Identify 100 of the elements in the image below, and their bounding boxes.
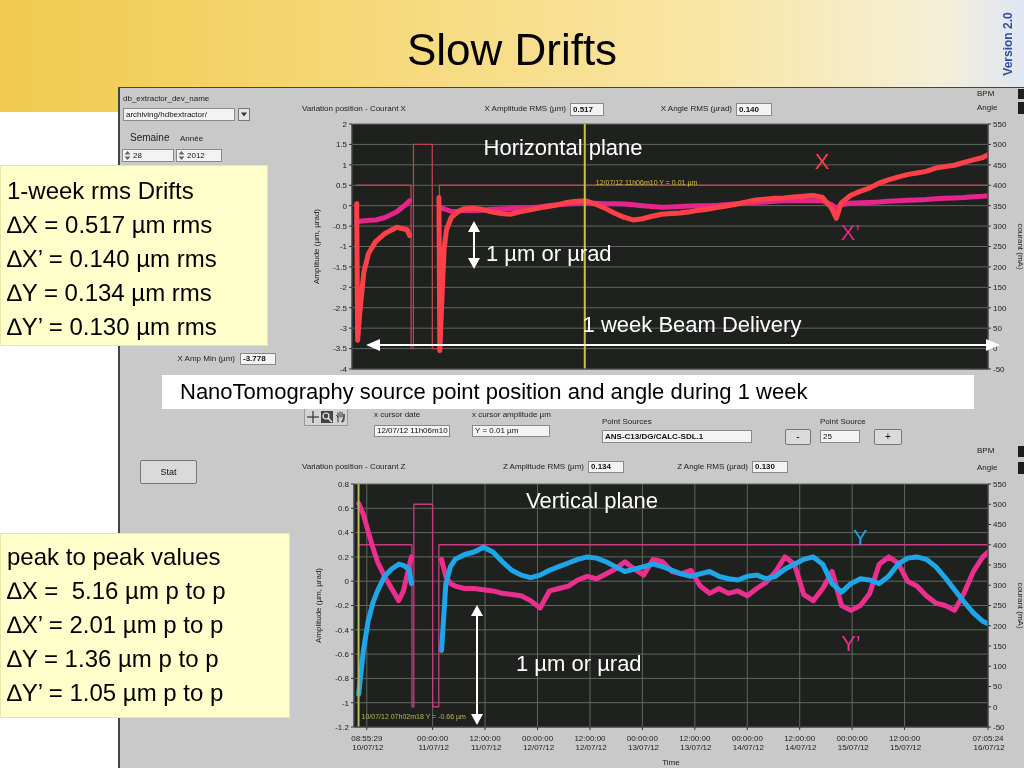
button: Stat — [140, 460, 197, 484]
y-tick-label: -1.2 — [335, 722, 350, 732]
text-field: 0.130 — [752, 461, 788, 473]
text: Année — [180, 134, 204, 143]
button: + — [874, 429, 902, 445]
text: Point Sources — [602, 417, 652, 426]
y-tick-label: 2 — [342, 119, 348, 129]
button: - — [785, 429, 811, 445]
text-field: 12/07/12 11h06m10 — [374, 425, 450, 437]
y2-tick-label: 350 — [993, 201, 1007, 211]
y2-axis-title: courant (mA) — [1016, 582, 1024, 629]
y-tick-label: -4 — [339, 364, 348, 374]
text: ∆X’ = 2.01 µm p to p — [7, 611, 224, 638]
x-tick-label: 00:00:00 12/07/12 — [520, 734, 555, 752]
y-tick-label: -3.5 — [333, 344, 348, 354]
text-box: NanoTomography source point position and angle during 1 week — [162, 375, 974, 409]
text: X Amplitude RMS (µm) — [484, 104, 566, 113]
y-tick-label: -0.2 — [335, 601, 350, 611]
text: db_extractor_dev_name — [123, 94, 210, 103]
series-label: X’ — [840, 220, 861, 246]
x-tick-label: 12:00:00 15/07/12 — [887, 734, 922, 752]
y-tick-label: -2 — [339, 283, 348, 293]
series-label: Y — [853, 524, 869, 550]
y-axis-title: Amplitude (µm, µrad) — [313, 567, 323, 644]
y2-tick-label: 550 — [993, 119, 1007, 129]
text-field: Y = 0.01 µm — [472, 425, 550, 437]
text: Z Amplitude RMS (µm) — [502, 462, 584, 471]
text-field: 0.140 — [736, 103, 772, 116]
text: 1-week rms Drifts — [7, 177, 194, 204]
x-tick-label: 12:00:00 11/07/12 — [468, 734, 503, 752]
text: Slow Drifts — [406, 25, 618, 74]
text: BPM — [977, 89, 995, 98]
y2-tick-label: 400 — [993, 181, 1007, 191]
y2-tick-label: 550 — [993, 479, 1007, 489]
text-field: 0.134 — [588, 461, 624, 473]
y-tick-label: -3 — [339, 324, 348, 334]
text: ∆X = 0.517 µm rms — [7, 211, 213, 238]
y-tick-label: 0.8 — [337, 479, 350, 489]
text: Angle — [977, 463, 998, 472]
spin-box: 28 — [122, 149, 174, 162]
text: ∆Y’ = 1.05 µm p to p — [7, 679, 224, 706]
y-tick-label: -0.8 — [335, 674, 350, 684]
x-tick-label: 00:00:00 13/07/12 — [625, 734, 660, 752]
y-tick-label: -0.6 — [335, 649, 350, 659]
text: ∆Y = 0.134 µm rms — [7, 279, 212, 306]
text: Z Angle RMS (µrad) — [677, 462, 748, 471]
y2-tick-label: 450 — [993, 160, 1007, 170]
text: ∆Y’ = 0.130 µm rms — [7, 313, 217, 340]
y2-tick-label: 50 — [993, 682, 1003, 692]
text-field: ANS-C13/DG/CALC-SDL.1 — [602, 430, 752, 443]
text: ∆X’ = 0.140 µm rms — [7, 245, 217, 272]
text: BPM — [977, 446, 995, 455]
y2-tick-label: 350 — [993, 560, 1007, 570]
x-tick-label: 00:00:00 11/07/12 — [416, 734, 450, 752]
text: ∆X = 5.16 µm p to p — [7, 577, 226, 604]
y-tick-label: -0.4 — [335, 625, 350, 635]
y-tick-label: 1 — [342, 160, 348, 170]
x-tick-label: 00:00:00 15/07/12 — [835, 734, 870, 752]
chart-title: Variation position - Courant Z — [302, 462, 406, 471]
text: peak to peak values — [7, 543, 221, 570]
annotation: Vertical plane — [525, 488, 659, 513]
y-tick-label: 0.2 — [337, 552, 350, 562]
annotation: Horizontal plane — [483, 135, 643, 160]
y2-tick-label: 200 — [993, 621, 1007, 631]
y2-tick-label: 100 — [993, 662, 1007, 672]
y2-tick-label: 100 — [993, 303, 1007, 313]
y2-tick-label: 500 — [993, 140, 1007, 150]
x-tick-label: 12:00:00 14/07/12 — [783, 734, 817, 752]
y2-tick-label: 500 — [993, 500, 1007, 510]
y-tick-label: -2.5 — [333, 303, 348, 313]
y-tick-label: 0 — [342, 201, 348, 211]
y-tick-label: 0.6 — [337, 504, 350, 514]
chart-title: Variation position - Courant X — [302, 104, 406, 113]
y-tick-label: -1 — [341, 698, 350, 708]
y2-tick-label: 300 — [993, 221, 1007, 231]
y2-tick-label: 200 — [993, 262, 1007, 272]
text: ∆Y = 1.36 µm p to p — [7, 645, 219, 672]
series-label: Y’ — [841, 631, 861, 657]
x-tick-label: 07:05:24 16/07/12 — [971, 734, 1006, 752]
y2-tick-label: 150 — [993, 283, 1007, 293]
annotation: 1 µm or µrad — [516, 651, 642, 676]
text-field: -3.778 — [240, 353, 276, 365]
text-field: 0.517 — [570, 103, 604, 116]
spin-box: 2012 — [176, 149, 222, 162]
y2-tick-label: 0 — [993, 702, 998, 712]
x-tick-label: 12:00:00 12/07/12 — [573, 734, 608, 752]
series-label: X — [814, 148, 830, 174]
y2-axis-title: courant (mA) — [1016, 223, 1024, 270]
y-axis-title: Amplitude (µm, µrad) — [311, 208, 321, 285]
y2-tick-label: -50 — [993, 722, 1006, 732]
text-field: archiving/hdbextractor/ — [123, 108, 235, 121]
y2-tick-label: -50 — [993, 364, 1006, 374]
y-tick-label: 1.5 — [335, 140, 348, 150]
y2-tick-label: 50 — [993, 324, 1003, 334]
y2-tick-label: 150 — [993, 641, 1007, 651]
text: X Angle RMS (µrad) — [660, 104, 732, 113]
y2-tick-label: 400 — [993, 540, 1007, 550]
x-tick-label: 08:55:29 10/07/12 — [350, 734, 385, 752]
text: x cursor date — [374, 410, 421, 419]
y-tick-label: -1.5 — [333, 262, 348, 272]
